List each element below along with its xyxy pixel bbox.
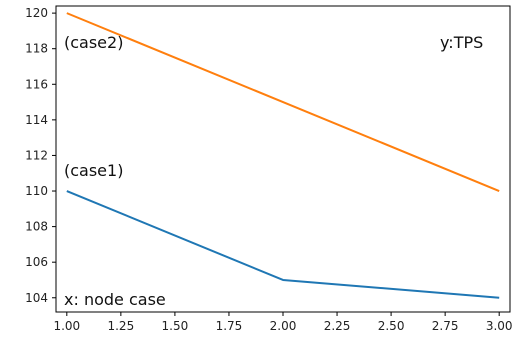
x-tick-label: 1.75 bbox=[216, 319, 243, 333]
y-tick-label: 118 bbox=[25, 42, 48, 56]
x-tick-label: 2.25 bbox=[324, 319, 351, 333]
x-tick-label: 2.75 bbox=[432, 319, 459, 333]
x-tick-label: 1.00 bbox=[53, 319, 80, 333]
y-tick-label: 106 bbox=[25, 255, 48, 269]
x-tick-label: 1.50 bbox=[162, 319, 189, 333]
annotation-xlabel: x: node case bbox=[64, 290, 166, 309]
x-tick-label: 2.50 bbox=[378, 319, 405, 333]
y-tick-label: 114 bbox=[25, 113, 48, 127]
y-tick-label: 112 bbox=[25, 148, 48, 162]
annotation-case1: (case1) bbox=[64, 161, 123, 180]
series-line-2 bbox=[66, 190, 500, 299]
y-tick-label: 104 bbox=[25, 291, 48, 305]
annotation-ylabel: y:TPS bbox=[440, 33, 483, 52]
x-tick-label: 1.25 bbox=[107, 319, 134, 333]
x-tick-label: 3.00 bbox=[486, 319, 513, 333]
y-tick-label: 116 bbox=[25, 77, 48, 91]
y-tick-label: 120 bbox=[25, 6, 48, 20]
x-axis: 1.00 1.25 1.50 1.75 2.00 2.25 2.50 2.75 3.00 bbox=[53, 312, 513, 333]
y-tick-label: 108 bbox=[25, 220, 48, 234]
y-axis: 104 106 108 110 112 114 116 118 120 bbox=[25, 6, 56, 305]
y-tick-label: 110 bbox=[25, 184, 48, 198]
annotation-case2: (case2) bbox=[64, 33, 123, 52]
x-tick-label: 2.00 bbox=[270, 319, 297, 333]
series-layer bbox=[66, 12, 500, 299]
series-line-1 bbox=[66, 12, 500, 192]
